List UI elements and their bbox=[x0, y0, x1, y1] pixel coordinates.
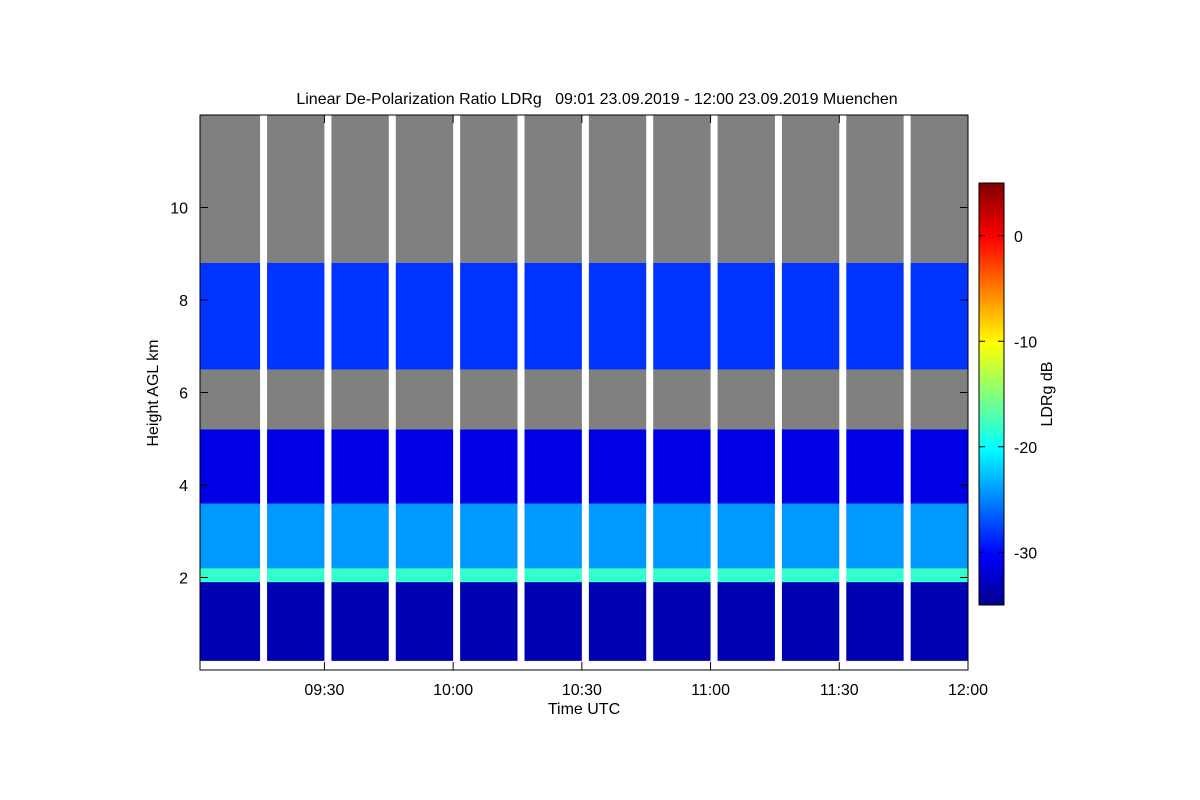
y-tick-label: 4 bbox=[179, 478, 188, 495]
data-gap bbox=[710, 115, 718, 670]
y-tick-label: 6 bbox=[179, 386, 188, 403]
data-gap bbox=[581, 115, 589, 670]
y-tick-label: 10 bbox=[170, 201, 188, 218]
y-tick-label: 2 bbox=[179, 571, 188, 588]
x-tick-label: 11:30 bbox=[820, 682, 859, 699]
x-axis-label: Time UTC bbox=[548, 701, 620, 718]
data-gap bbox=[324, 115, 332, 670]
y-tick-label: 8 bbox=[179, 293, 188, 310]
x-tick-label: 09:30 bbox=[304, 682, 344, 699]
data-gap bbox=[260, 115, 268, 670]
colorbar-tick-label: -30 bbox=[1014, 545, 1037, 562]
data-gap bbox=[839, 115, 847, 670]
data-gap bbox=[774, 115, 782, 670]
data-gap bbox=[646, 115, 654, 670]
x-tick-label: 12:00 bbox=[948, 682, 988, 699]
data-gap bbox=[453, 115, 461, 670]
x-tick-label: 10:00 bbox=[433, 682, 473, 699]
y-axis: 2 4 6 8 10 bbox=[170, 201, 968, 588]
data-gap bbox=[903, 115, 911, 670]
colorbar-tick-label: -20 bbox=[1014, 440, 1037, 457]
data-gap bbox=[517, 115, 525, 670]
colorbar-ticks: 0 -10 -20 -30 bbox=[979, 229, 1037, 562]
x-axis: 09:30 10:00 10:30 11:00 11:30 12:00 bbox=[304, 115, 988, 699]
colorbar: 0 -10 -20 -30 LDRg dB bbox=[978, 182, 1056, 606]
data-gap bbox=[388, 115, 396, 670]
ground-strip bbox=[200, 661, 968, 670]
chart-title: Linear De-Polarization Ratio LDRg 09:01 … bbox=[296, 91, 897, 108]
colorbar-tick-label: -10 bbox=[1014, 334, 1037, 351]
x-tick-label: 11:00 bbox=[691, 682, 730, 699]
y-axis-label: Height AGL km bbox=[145, 339, 162, 446]
colorbar-tick-label: 0 bbox=[1014, 229, 1023, 246]
x-tick-label: 10:30 bbox=[562, 682, 602, 699]
colorbar-gradient bbox=[978, 182, 1005, 606]
data-gaps bbox=[260, 115, 911, 670]
colorbar-label: LDRg dB bbox=[1039, 362, 1056, 427]
plot-area bbox=[200, 115, 968, 670]
